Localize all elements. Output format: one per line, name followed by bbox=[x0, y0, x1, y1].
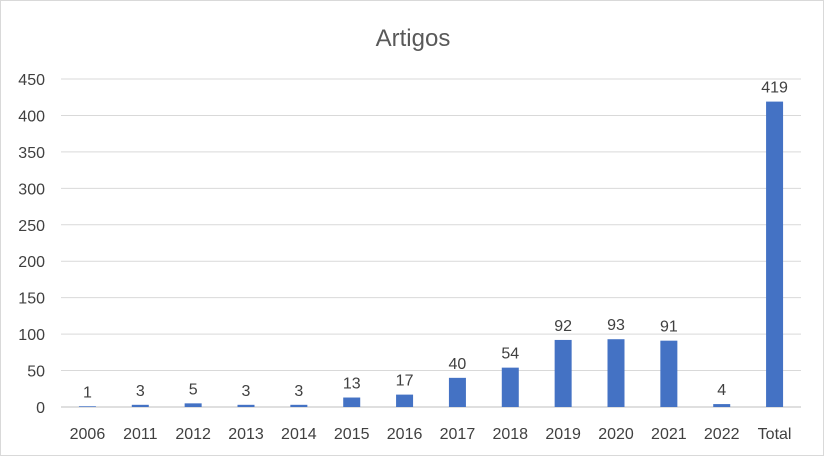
y-tick-label: 450 bbox=[18, 72, 45, 89]
y-tick-label: 100 bbox=[18, 327, 45, 344]
bar bbox=[290, 404, 308, 407]
bars bbox=[78, 101, 784, 408]
x-tick-label: 2006 bbox=[70, 426, 106, 443]
bar bbox=[766, 101, 784, 408]
data-label: 4 bbox=[717, 382, 726, 399]
y-tick-label: 0 bbox=[36, 400, 45, 417]
x-tick-label: 2022 bbox=[704, 426, 740, 443]
data-label: 3 bbox=[242, 383, 251, 400]
y-tick-label: 400 bbox=[18, 108, 45, 125]
data-label: 54 bbox=[501, 346, 519, 363]
data-label: 40 bbox=[449, 356, 467, 373]
data-label: 17 bbox=[396, 373, 414, 390]
y-tick-label: 150 bbox=[18, 291, 45, 308]
x-tick-label: 2011 bbox=[123, 426, 158, 443]
y-tick-label: 350 bbox=[18, 145, 45, 162]
data-label: 91 bbox=[660, 319, 678, 336]
bar bbox=[131, 404, 149, 407]
gridlines bbox=[61, 78, 801, 408]
bar bbox=[448, 377, 466, 407]
bar bbox=[501, 367, 519, 407]
y-axis-ticks: 0 50 100 150 200 250 300 350 400 450 bbox=[18, 72, 45, 417]
x-axis-ticks: 2006 2011 2012 2013 2014 2015 2016 2017 2018 2019… bbox=[70, 426, 792, 443]
data-label: 1 bbox=[83, 384, 92, 401]
data-label: 3 bbox=[136, 383, 145, 400]
y-tick-label: 300 bbox=[18, 181, 45, 198]
x-tick-label: 2012 bbox=[175, 426, 211, 443]
y-tick-label: 200 bbox=[18, 254, 45, 271]
bar bbox=[396, 394, 414, 407]
data-label: 419 bbox=[761, 80, 788, 97]
bar bbox=[184, 403, 202, 407]
x-tick-label: 2016 bbox=[387, 426, 423, 443]
data-label: 93 bbox=[607, 317, 625, 334]
y-tick-label: 50 bbox=[27, 364, 45, 381]
data-label: 92 bbox=[554, 318, 572, 335]
bar bbox=[607, 339, 625, 407]
x-tick-label: 2020 bbox=[598, 426, 634, 443]
x-tick-label: 2014 bbox=[281, 426, 317, 443]
data-label: 13 bbox=[343, 376, 361, 393]
chart-title: Artigos bbox=[376, 25, 451, 52]
data-label: 5 bbox=[189, 381, 198, 398]
x-tick-label: 2018 bbox=[492, 426, 528, 443]
bar bbox=[713, 404, 731, 407]
bar bbox=[554, 339, 572, 407]
bar bbox=[78, 406, 96, 407]
x-tick-label: Total bbox=[758, 426, 792, 443]
data-label: 3 bbox=[294, 383, 303, 400]
bar bbox=[660, 340, 678, 407]
x-tick-label: 2017 bbox=[440, 426, 476, 443]
bar bbox=[343, 397, 361, 407]
x-tick-label: 2019 bbox=[545, 426, 581, 443]
x-tick-label: 2021 bbox=[651, 426, 687, 443]
bar bbox=[237, 404, 255, 407]
x-tick-label: 2015 bbox=[334, 426, 370, 443]
x-tick-label: 2013 bbox=[228, 426, 264, 443]
y-tick-label: 250 bbox=[18, 218, 45, 235]
